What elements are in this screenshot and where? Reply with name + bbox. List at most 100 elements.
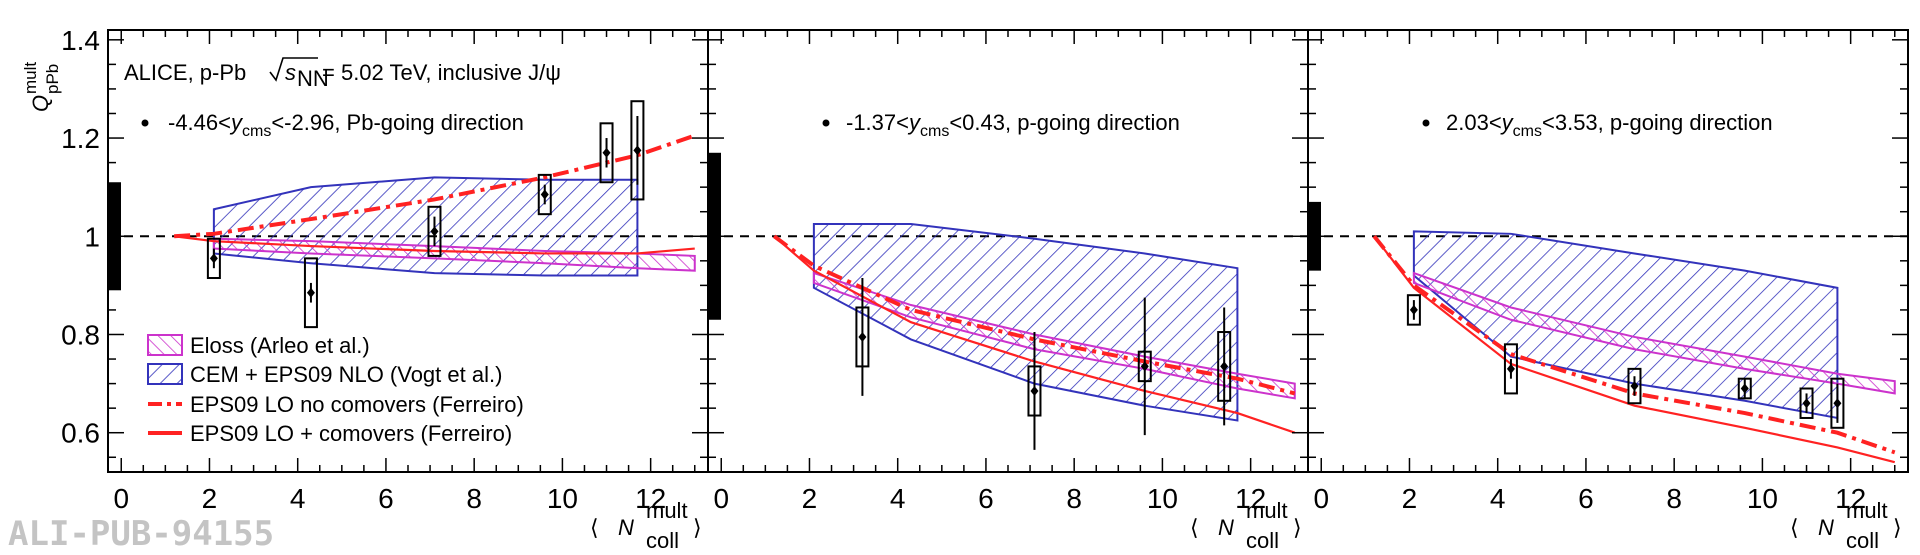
panel-2-x-tick-label: 0: [713, 483, 729, 514]
panel-3-eloss-band: [1412, 271, 1896, 395]
panel-1-x-tick-label: 12: [635, 483, 666, 514]
panel-1-data-point-5: [599, 122, 614, 184]
panel-1-data-point-4-sys-box: [537, 173, 552, 216]
panel-1-data-point-6: [630, 100, 645, 201]
panel-2-data-point-1-marker: [858, 331, 867, 342]
x-axis-label-1-sup: mult: [646, 498, 688, 523]
panel-3-data-point-1-sys-box: [1406, 294, 1421, 326]
legend: Eloss (Arleo et al.) CEM + EPS09 NLO (Vo…: [147, 333, 524, 446]
panel-1-x-tick-label: 10: [547, 483, 578, 514]
panel-1-x-tick-label: 6: [378, 483, 394, 514]
panel-3-data-point-1-marker: [1409, 304, 1418, 315]
y-tick-label: 1: [84, 221, 100, 252]
x-axis-label-2: N: [1218, 515, 1234, 540]
panel-3-data-point-6-marker: [1833, 398, 1842, 409]
panel-1-data-point-2-marker: [306, 287, 315, 298]
x-axis-label-3: N: [1818, 515, 1834, 540]
frame-layer: 0 2 4 6 8 10 12 0.6 0.8 1 1.2 1.4 0 2 4 6 8 10 12 0 2 4 6 8 10 12: [61, 25, 1909, 514]
panel-3-x-tick-label: 6: [1578, 483, 1594, 514]
panel-3-x-tick-label: 12: [1835, 483, 1866, 514]
sqrt-sign: s NN: [269, 57, 329, 91]
text-layer: Q mult pPb ALICE, p-Pb s NN = 5.02 TeV, …: [8, 57, 1902, 554]
panel-2-x-tick-label: 2: [802, 483, 818, 514]
panel-3-data-point-5-sys-box: [1799, 387, 1814, 419]
panel-2-eps09-no-comovers-line: [772, 234, 1296, 396]
panel-3-x-tick-label: 8: [1666, 483, 1682, 514]
panel-2-data-point-3-sys-box: [1137, 350, 1152, 383]
x-axis-label-3-sup: mult: [1846, 498, 1888, 523]
panel-1-data-point-5-sys-box: [599, 122, 614, 184]
panel-3-x-tick-label: 10: [1747, 483, 1778, 514]
panel-2-x-tick-label: 8: [1066, 483, 1082, 514]
panel-1-x-tick-label: 0: [113, 483, 129, 514]
panel-1-data-point-6-marker: [633, 145, 642, 156]
panel-2-range-post: <0.43, p-going direction: [949, 110, 1180, 135]
svg-text:s: s: [285, 60, 296, 85]
panel-2-x-tick-label: 10: [1147, 483, 1178, 514]
panel-2-data-point-3-marker: [1140, 361, 1149, 372]
panel-3-data-point-2-marker: [1506, 363, 1515, 374]
svg-text:⟩: ⟩: [1893, 515, 1902, 540]
data-layer: [206, 100, 1845, 450]
panel-3-range-pre: 2.03<: [1446, 110, 1502, 135]
panel-1-x-tick-label: 8: [466, 483, 482, 514]
panel-2-cem-band: [812, 222, 1239, 422]
panel-3-x-tick-label: 2: [1402, 483, 1418, 514]
panel-2-x-tick-label: 4: [890, 483, 906, 514]
panel-1-data-point-3-marker: [430, 226, 439, 237]
svg-text:EPS09 LO no comovers (Ferreiro: EPS09 LO no comovers (Ferreiro): [190, 392, 524, 417]
legend-entry-cem: CEM + EPS09 NLO (Vogt et al.): [147, 362, 502, 387]
panel-1-data-point-5-marker: [602, 147, 611, 158]
x-axis-label-2-sup: mult: [1246, 498, 1288, 523]
panel-2-data-point-4-sys-box: [1217, 331, 1232, 402]
panel-1-data-point-4-marker: [540, 189, 549, 200]
panel-3-data-point-2: [1503, 343, 1518, 395]
x-axis-label-3-sub: coll: [1846, 528, 1879, 553]
panel-3-data-point-3: [1627, 367, 1642, 405]
y-axis-label-sup: mult: [21, 62, 40, 94]
panel-1-data-point-3-sys-box: [427, 205, 442, 257]
y-axis-label-sub: pPb: [43, 64, 62, 94]
svg-text:Eloss (Arleo et al.): Eloss (Arleo et al.): [190, 333, 370, 358]
panel-2-data-point-2-marker: [1030, 385, 1039, 396]
x-axis-title-3: ⟨ N mult coll ⟩: [1790, 498, 1902, 553]
x-axis-label-1: N: [618, 515, 634, 540]
panel-3-x-tick-label: 4: [1490, 483, 1506, 514]
panel-2-range-pre: -1.37<: [846, 110, 909, 135]
experiment-label: ALICE, p-Pb: [124, 60, 246, 85]
panel-3-data-point-2-sys-box: [1503, 343, 1518, 395]
svg-text:⟨: ⟨: [1790, 515, 1799, 540]
panel-2-data-point-4: [1217, 307, 1232, 426]
panel-2-data-point-3: [1137, 297, 1152, 436]
panel-3-data-point-4: [1737, 377, 1752, 400]
x-axis-title-1: ⟨ N mult coll ⟩: [590, 498, 702, 553]
svg-text:EPS09 LO + comovers (Ferreiro): EPS09 LO + comovers (Ferreiro): [190, 421, 512, 446]
panel-2-data-point-1: [855, 278, 870, 396]
panel-3-data-point-6-sys-box: [1830, 377, 1845, 429]
energy-label: = 5.02 TeV, inclusive J/ψ: [322, 60, 561, 85]
svg-text:2.03<ycms<3.53, p-going direct: 2.03<ycms<3.53, p-going direction: [1446, 110, 1773, 140]
panel-1-data-point-6-sys-box: [630, 100, 645, 201]
svg-text:⟩: ⟩: [1293, 515, 1302, 540]
panel-2-data-point-2-sys-box: [1027, 365, 1042, 417]
panel-1-eps09-comovers-line: [174, 235, 695, 255]
panel-3-data-point-5: [1799, 387, 1814, 419]
svg-text:-4.46<ycms<-2.96, Pb-going dir: -4.46<ycms<-2.96, Pb-going direction: [168, 110, 524, 140]
panel-1-data-point-2-sys-box: [303, 257, 318, 329]
panel-3-data-point-5-marker: [1802, 398, 1811, 409]
panel-1-data-point-1-sys-box: [206, 237, 221, 280]
panel-2-data-point-2: [1027, 332, 1042, 450]
panel-3-eps09-comovers-line: [1373, 235, 1896, 464]
panel-1-x-tick-label: 4: [290, 483, 306, 514]
svg-text:⟨: ⟨: [1190, 515, 1199, 540]
y-tick-label: 1.2: [61, 123, 100, 154]
panel-2-label: -1.37<ycms<0.43, p-going direction: [822, 110, 1180, 140]
x-axis-label-1-sub: coll: [646, 528, 679, 553]
svg-text:⟨: ⟨: [590, 515, 599, 540]
svg-text:⟩: ⟩: [693, 515, 702, 540]
svg-text:NN: NN: [297, 66, 329, 91]
panel-1-x-tick-label: 2: [202, 483, 218, 514]
panel-2-x-tick-label: 12: [1235, 483, 1266, 514]
panel-1-data-point-4: [537, 173, 552, 216]
